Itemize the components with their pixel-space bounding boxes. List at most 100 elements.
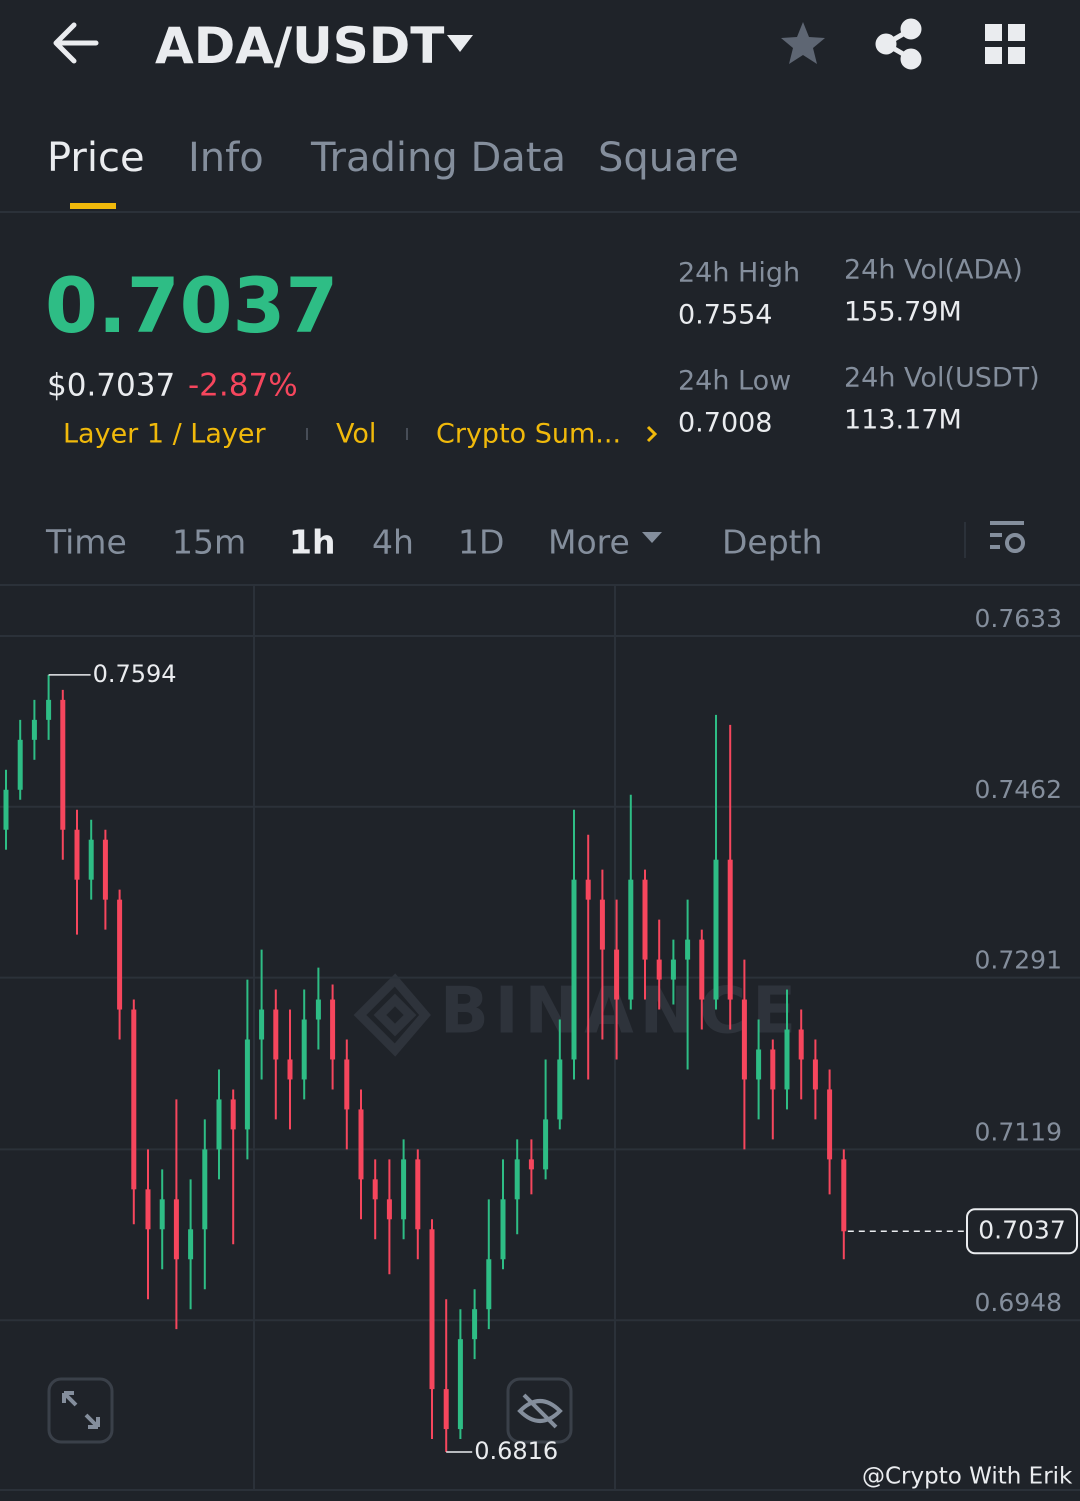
candle-body	[528, 1159, 534, 1170]
pair-dropdown[interactable]	[447, 35, 473, 52]
candle-body	[344, 1059, 350, 1110]
y-tick-label: 0.7291	[975, 946, 1062, 975]
candle-body	[571, 879, 577, 1060]
stat-label: 24h Low	[678, 365, 792, 397]
candle-body	[812, 1059, 818, 1090]
candle-body	[798, 1029, 804, 1060]
footer-credit: @Crypto With Erik	[862, 1464, 1073, 1490]
candle-body	[159, 1199, 165, 1230]
candle-body	[472, 1309, 478, 1340]
tab[interactable]: Trading Data	[311, 135, 566, 181]
favorite-star[interactable]	[781, 22, 825, 64]
candle-body	[585, 879, 591, 900]
y-tick-label: 0.7462	[975, 775, 1062, 804]
candle-body	[784, 1029, 790, 1090]
watermark-logo	[353, 973, 431, 1057]
price-change: -2.87%	[188, 367, 298, 404]
tag-chevron[interactable]	[644, 424, 660, 444]
tab[interactable]: Info	[188, 135, 264, 181]
candle-body	[46, 699, 52, 720]
max-marker-label: 0.7594	[93, 660, 177, 688]
candle-body	[244, 1039, 250, 1130]
hide-indicator-button[interactable]	[506, 1377, 573, 1444]
candle-body	[88, 839, 94, 880]
stat-value: 155.79M	[844, 296, 962, 328]
candle-body	[685, 939, 691, 960]
candle-body	[415, 1159, 421, 1230]
min-marker-label: 0.6816	[474, 1437, 558, 1465]
interval[interactable]: Depth	[722, 522, 823, 562]
candle-body	[827, 1089, 833, 1160]
candle-body	[656, 959, 662, 980]
grid-menu[interactable]	[985, 24, 1025, 64]
candle-body	[273, 1009, 279, 1060]
usd-price: $0.7037	[47, 367, 176, 404]
candle-body	[756, 1049, 762, 1080]
stat-label: 24h Vol(USDT)	[844, 362, 1040, 394]
candle-body	[145, 1189, 151, 1230]
candle-body	[17, 739, 23, 790]
candle-body	[301, 1019, 307, 1080]
chart-settings[interactable]	[986, 518, 1030, 562]
interval[interactable]: More	[548, 522, 630, 562]
candle-body	[60, 699, 66, 830]
watermark: BINANCE	[440, 975, 802, 1049]
y-tick-label: 0.7633	[975, 604, 1062, 633]
candle-body	[429, 1229, 435, 1390]
stat-label: 24h Vol(ADA)	[844, 254, 1023, 286]
tag[interactable]: Layer 1 / Layer	[63, 418, 266, 450]
candle-body	[330, 999, 336, 1060]
stat-value: 113.17M	[844, 404, 962, 436]
tag-separator	[406, 428, 408, 440]
tag[interactable]: Vol	[336, 418, 377, 450]
divider	[0, 211, 1080, 213]
interval[interactable]: Time	[46, 522, 127, 562]
divider	[0, 584, 1080, 586]
last-price: 0.7037	[45, 261, 339, 350]
candle-body	[770, 1049, 776, 1090]
tag[interactable]: Crypto Sum...	[436, 418, 622, 450]
share-button[interactable]	[875, 18, 922, 70]
stat-label: 24h High	[678, 257, 801, 289]
back-button[interactable]	[53, 22, 99, 64]
candle-body	[841, 1159, 847, 1232]
candle-body	[3, 789, 9, 830]
candle-body	[173, 1199, 179, 1260]
interval[interactable]: 1h	[289, 522, 336, 562]
candle-body	[31, 719, 37, 740]
candle-body	[259, 1009, 265, 1040]
tag-separator	[306, 428, 308, 440]
candle-body	[514, 1159, 520, 1200]
stat-value: 0.7554	[678, 299, 773, 331]
interval[interactable]: 15m	[172, 522, 247, 562]
candle-body	[287, 1059, 293, 1080]
interval[interactable]: 4h	[372, 522, 414, 562]
more-dropdown[interactable]	[642, 532, 662, 543]
candle-body	[457, 1339, 463, 1430]
candle-body	[614, 949, 620, 1000]
candle-body	[102, 839, 108, 900]
candle-body	[315, 999, 321, 1020]
candle-body	[642, 879, 648, 960]
candle-body	[713, 859, 719, 1000]
last-price-label: 0.7037	[978, 1215, 1065, 1244]
candle-body	[557, 1059, 563, 1120]
tab[interactable]: Price	[47, 135, 145, 181]
candle-body	[372, 1179, 378, 1200]
last-price-box	[966, 1208, 1078, 1255]
candle-body	[216, 1099, 222, 1150]
expand-button[interactable]	[47, 1377, 114, 1444]
tab[interactable]: Square	[598, 135, 739, 181]
candle-body	[131, 1009, 137, 1190]
y-tick-label: 0.6948	[975, 1288, 1062, 1317]
pair-title: ADA/USDT	[155, 17, 445, 75]
candle-body	[670, 959, 676, 980]
candle-body	[628, 879, 634, 1000]
candle-body	[386, 1199, 392, 1220]
candle-body	[230, 1099, 236, 1130]
candle-body	[543, 1119, 549, 1170]
candle-body	[727, 859, 733, 1000]
interval[interactable]: 1D	[458, 522, 505, 562]
candle-body	[188, 1229, 194, 1260]
